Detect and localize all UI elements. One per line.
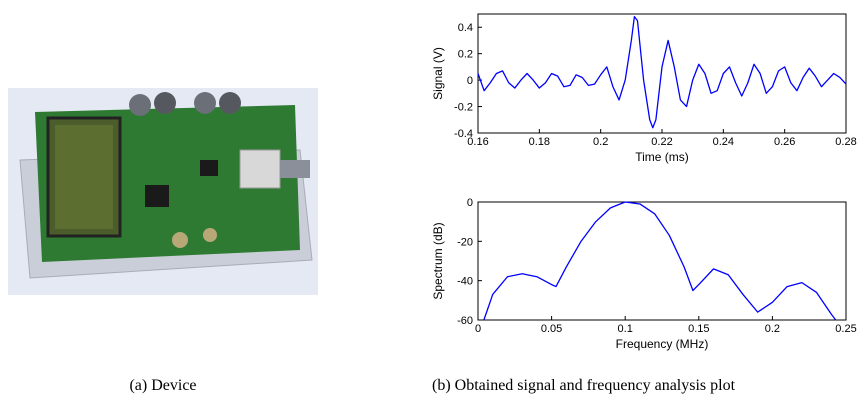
x-tick-label: 0.2 — [593, 136, 608, 148]
y-tick-label: -60 — [457, 315, 473, 327]
y-tick-label: -0.2 — [454, 102, 473, 114]
x-tick-label: 0.28 — [835, 136, 856, 148]
y-tick-label: -40 — [457, 276, 473, 288]
y-tick-label: 0 — [467, 197, 473, 209]
x-tick-label: 0.18 — [529, 136, 550, 148]
device-photo — [8, 88, 318, 295]
y-tick-label: -20 — [457, 236, 473, 248]
data-line — [477, 15, 847, 129]
caption: (b) Obtained signal and frequency analys… — [432, 377, 736, 394]
y-tick-label: -0.4 — [454, 128, 473, 140]
y-tick-label: 0.4 — [458, 22, 473, 34]
data-line — [483, 201, 837, 321]
x-tick-label: 0.1 — [618, 323, 633, 335]
y-axis-label: Spectrum (dB) — [431, 222, 445, 299]
x-axis-label: Time (ms) — [635, 150, 689, 164]
x-tick-label: 0.16 — [467, 136, 488, 148]
plot-frame — [477, 201, 847, 321]
y-tick-label: 0.2 — [458, 49, 473, 61]
x-tick-label: 0 — [475, 323, 481, 335]
x-axis-label: Frequency (MHz) — [616, 337, 709, 351]
y-axis-label: Signal (V) — [431, 47, 445, 100]
x-tick-label: 0.2 — [765, 323, 780, 335]
x-tick-label: 0.26 — [774, 136, 795, 148]
x-tick-label: 0.25 — [835, 323, 856, 335]
x-tick-label: 0.15 — [688, 323, 709, 335]
x-tick-label: 0.24 — [713, 136, 734, 148]
caption: (a) Device — [129, 377, 196, 394]
x-tick-label: 0.05 — [541, 323, 562, 335]
y-tick-label: 0 — [467, 75, 473, 87]
x-tick-label: 0.22 — [651, 136, 672, 148]
plot-frame — [477, 13, 847, 134]
